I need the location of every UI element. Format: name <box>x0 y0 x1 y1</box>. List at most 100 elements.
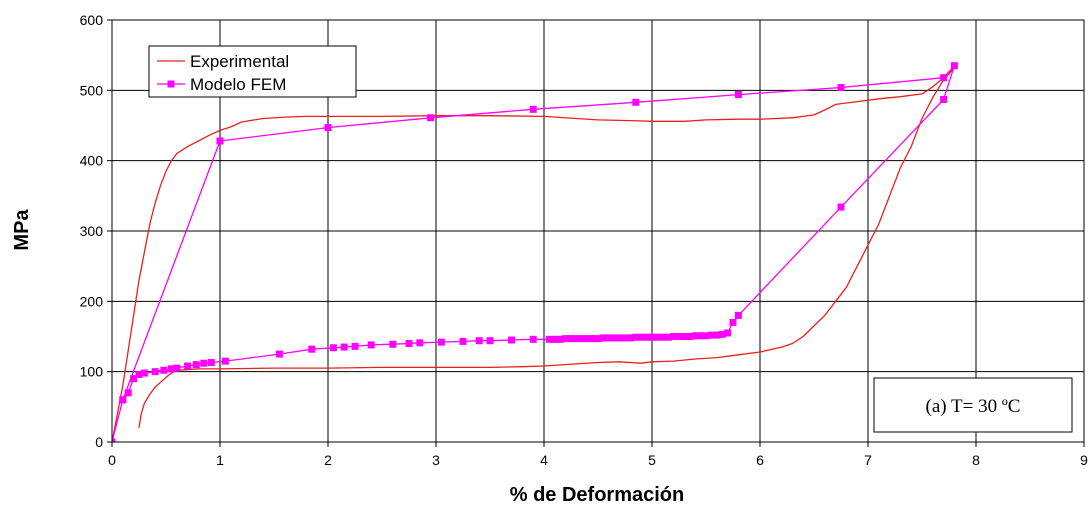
data-point-modelo-fem <box>167 365 175 373</box>
x-tick-label: 6 <box>756 452 764 468</box>
data-point-modelo-fem <box>718 330 726 338</box>
data-point-modelo-fem <box>200 359 208 367</box>
x-tick-label: 3 <box>432 452 440 468</box>
x-tick-label: 0 <box>108 452 116 468</box>
y-tick-label: 300 <box>80 223 104 239</box>
annotation-box: (a) T= 30 ºC <box>873 377 1073 433</box>
data-point-modelo-fem <box>151 368 159 376</box>
data-point-modelo-fem <box>551 335 559 343</box>
tick-labels: 0 100 200 300 400 500 600 0 1 2 3 4 5 6 7 8 9 <box>80 12 1088 468</box>
data-point-modelo-fem <box>124 389 132 397</box>
axes <box>107 19 1085 447</box>
data-point-modelo-fem <box>416 339 424 347</box>
legend: Experimental Modelo FEM <box>148 45 357 98</box>
annotation-frame <box>873 377 1073 433</box>
x-tick-label: 2 <box>324 452 332 468</box>
data-point-modelo-fem <box>589 335 597 343</box>
data-point-modelo-fem <box>659 333 667 341</box>
legend-label-experimental: Experimental <box>190 52 289 71</box>
y-tick-label: 500 <box>80 82 104 98</box>
data-point-modelo-fem <box>599 334 607 342</box>
data-point-modelo-fem <box>670 333 678 340</box>
x-tick-label: 1 <box>216 452 224 468</box>
data-point-modelo-fem <box>697 332 705 340</box>
plot-frame <box>111 19 1085 443</box>
x-tick-label: 8 <box>972 452 980 468</box>
data-point-modelo-fem <box>112 438 116 442</box>
data-point-modelo-fem <box>556 335 564 343</box>
data-point-modelo-fem <box>173 364 181 372</box>
data-point-modelo-fem <box>734 311 742 319</box>
data-point-modelo-fem <box>837 84 845 92</box>
data-point-modelo-fem <box>160 366 168 374</box>
data-point-modelo-fem <box>486 337 494 345</box>
data-point-modelo-fem <box>664 333 672 341</box>
data-point-modelo-fem <box>340 343 348 351</box>
data-point-modelo-fem <box>724 329 732 337</box>
data-point-modelo-fem <box>529 335 537 343</box>
data-point-modelo-fem <box>616 334 624 342</box>
data-point-modelo-fem <box>675 333 683 340</box>
y-tick-label: 400 <box>80 153 104 169</box>
data-point-modelo-fem <box>729 318 737 326</box>
series-layer <box>112 62 958 442</box>
data-point-modelo-fem <box>637 333 645 341</box>
data-point-modelo-fem <box>135 370 143 378</box>
data-point-modelo-fem <box>351 342 359 350</box>
series-line-experimental <box>112 67 956 442</box>
data-point-modelo-fem <box>221 357 229 365</box>
y-tick-label: 100 <box>80 364 104 380</box>
data-point-modelo-fem <box>324 124 332 132</box>
x-tick-label: 5 <box>648 452 656 468</box>
legend-marker-fem <box>167 80 175 88</box>
data-point-modelo-fem <box>621 334 629 342</box>
x-tick-label: 9 <box>1080 452 1088 468</box>
data-point-modelo-fem <box>837 203 845 211</box>
data-point-modelo-fem <box>605 334 613 342</box>
data-point-modelo-fem <box>130 375 138 383</box>
data-point-modelo-fem <box>578 335 586 343</box>
y-tick-label: 200 <box>80 293 104 309</box>
data-point-modelo-fem <box>427 114 435 122</box>
data-point-modelo-fem <box>508 336 516 344</box>
data-point-modelo-fem <box>192 361 200 369</box>
data-point-modelo-fem <box>626 334 634 342</box>
data-point-modelo-fem <box>940 95 948 103</box>
data-point-modelo-fem <box>567 335 575 343</box>
data-point-modelo-fem <box>583 335 591 343</box>
data-point-modelo-fem <box>562 335 570 343</box>
data-point-modelo-fem <box>734 91 742 99</box>
legend-box <box>148 45 357 98</box>
annotation-text: (a) T= 30 ºC <box>926 396 1021 417</box>
data-point-modelo-fem <box>184 362 192 370</box>
data-point-modelo-fem <box>367 341 375 349</box>
data-point-modelo-fem <box>329 344 337 352</box>
data-point-modelo-fem <box>459 337 467 345</box>
data-point-modelo-fem <box>207 359 215 367</box>
data-point-modelo-fem <box>702 332 710 340</box>
data-point-modelo-fem <box>653 333 661 341</box>
data-point-modelo-fem <box>308 345 316 353</box>
y-axis-title: MPa <box>11 209 33 251</box>
data-point-modelo-fem <box>950 62 958 70</box>
data-point-modelo-fem <box>632 333 640 341</box>
data-point-modelo-fem <box>648 333 656 341</box>
data-point-modelo-fem <box>686 333 694 340</box>
data-point-modelo-fem <box>572 335 580 343</box>
x-tick-label: 7 <box>864 452 872 468</box>
y-tick-label: 600 <box>80 12 104 28</box>
data-point-modelo-fem <box>389 340 397 348</box>
data-point-modelo-fem <box>940 74 948 82</box>
data-point-modelo-fem <box>405 340 413 348</box>
data-point-modelo-fem <box>707 331 715 339</box>
data-point-modelo-fem <box>475 337 483 345</box>
data-point-modelo-fem <box>691 332 699 340</box>
y-tick-label: 0 <box>95 434 103 450</box>
data-point-modelo-fem <box>437 338 445 346</box>
data-point-modelo-fem <box>680 333 688 340</box>
data-point-modelo-fem <box>529 105 537 113</box>
data-point-modelo-fem <box>216 137 224 145</box>
data-point-modelo-fem <box>643 333 651 341</box>
data-point-modelo-fem <box>713 331 721 339</box>
